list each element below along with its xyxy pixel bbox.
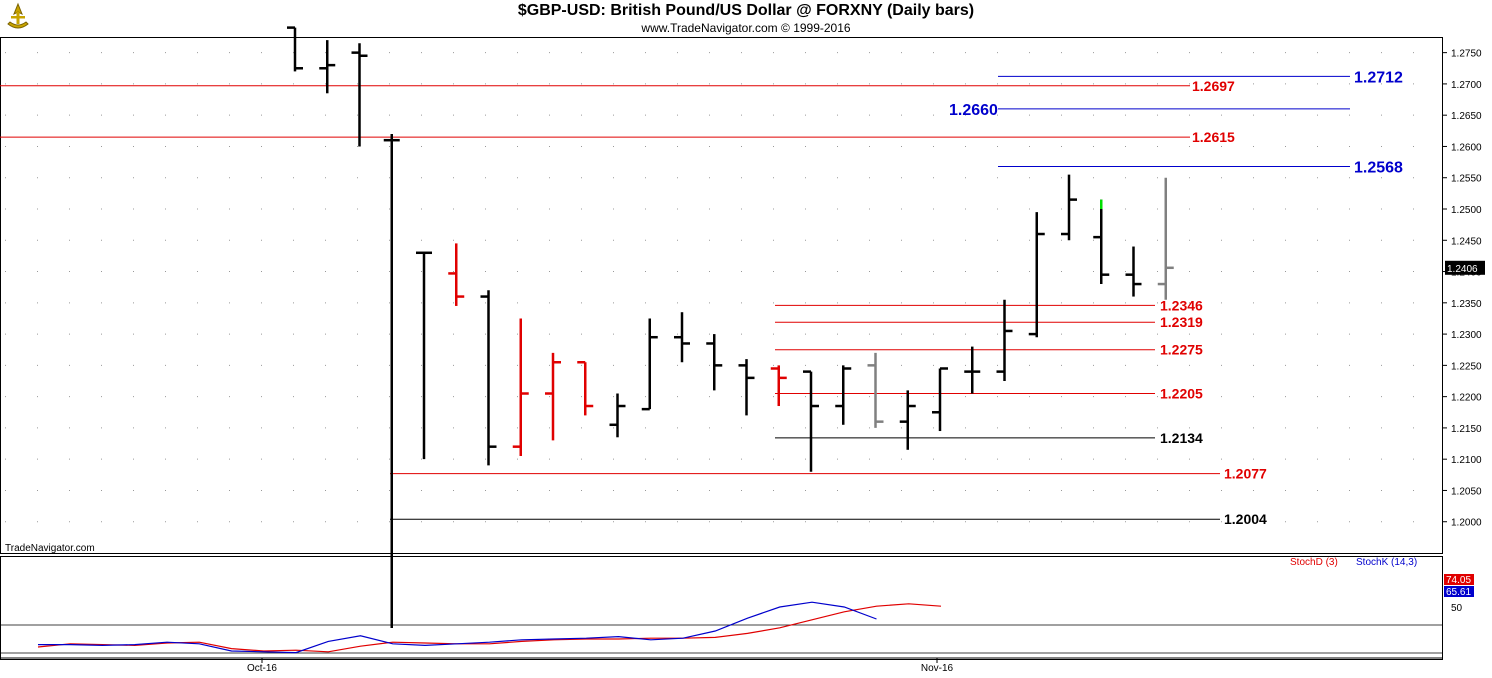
last-price-label: 1.2406 — [1447, 264, 1478, 275]
y-tick-label: 1.2150 — [1451, 424, 1482, 435]
stoch-k-line — [38, 601, 877, 654]
trade-navigator-logo-icon — [7, 2, 29, 29]
y-tick-label: 1.2100 — [1451, 455, 1482, 466]
ohlc-bar — [319, 40, 336, 94]
stoch-d-legend: StochD (3) — [1290, 557, 1338, 568]
level-label: 1.2346 — [1160, 297, 1203, 313]
y-tick-label: 1.2750 — [1451, 49, 1482, 60]
y-tick-label: 1.2550 — [1451, 174, 1482, 185]
ohlc-bar — [835, 365, 852, 425]
price-panel-frame — [0, 37, 1443, 554]
ohlc-bar — [609, 393, 626, 438]
ohlc-bar — [899, 390, 916, 450]
ohlc-bar — [996, 299, 1013, 381]
ohlc-bar — [1125, 246, 1142, 297]
chart-title: $GBP-USD: British Pound/US Dollar @ FORX… — [517, 2, 975, 19]
ohlc-bar — [641, 318, 658, 411]
level-label: 1.2004 — [1224, 511, 1267, 527]
watermark-text: TradeNavigator.com — [5, 543, 95, 554]
y-tick-label: 1.2300 — [1451, 330, 1482, 341]
ohlc-bar — [738, 359, 755, 416]
ohlc-bar — [674, 312, 690, 363]
y-tick-label: 1.2600 — [1451, 142, 1482, 153]
ohlc-bar — [1157, 177, 1174, 300]
stoch-d-value-box — [1444, 574, 1474, 585]
chart-header: $GBP-USD: British Pound/US Dollar @ FORX… — [0, 0, 1492, 36]
level-label: 1.2077 — [1224, 466, 1267, 482]
ohlc-bar — [383, 133, 400, 629]
stoch-y-tick-label: 50 — [1451, 603, 1463, 614]
ohlc-bar — [545, 352, 561, 441]
y-tick-label: 1.2500 — [1451, 205, 1482, 216]
ohlc-bar — [867, 352, 884, 428]
ohlc-bar — [448, 243, 465, 306]
target-label: 1.2660 — [949, 102, 998, 119]
ohlc-bar — [512, 318, 529, 457]
ohlc-bar — [287, 26, 303, 72]
ohlc-bar — [706, 334, 723, 391]
level-label: 1.2697 — [1192, 78, 1235, 94]
stoch-panel-frame — [0, 556, 1443, 660]
y-tick-label: 1.2250 — [1451, 361, 1482, 372]
ohlc-bar — [416, 251, 432, 460]
ohlc-bar — [1061, 174, 1077, 241]
last-price-box — [1445, 260, 1485, 275]
y-tick-label: 1.2650 — [1451, 111, 1482, 122]
level-label: 1.2205 — [1160, 386, 1203, 402]
ohlc-bar — [1093, 199, 1110, 285]
y-tick-label: 1.2700 — [1451, 80, 1482, 91]
target-label: 1.2568 — [1354, 159, 1403, 176]
level-label: 1.2615 — [1192, 129, 1235, 145]
ohlc-bar — [351, 43, 368, 147]
stoch-k-value: 65.61 — [1446, 587, 1471, 598]
y-tick-label: 1.2350 — [1451, 299, 1482, 310]
ohlc-bar — [480, 290, 497, 466]
chart-subtitle: www.TradeNavigator.com © 1999-2016 — [641, 21, 851, 35]
y-tick-label: 1.2450 — [1451, 236, 1482, 247]
ohlc-bar — [1028, 212, 1045, 338]
x-tick-label: Nov-16 — [921, 663, 954, 674]
y-tick-label: 1.2200 — [1451, 393, 1482, 404]
ohlc-bar — [770, 365, 787, 407]
stoch-k-value-box — [1444, 586, 1474, 597]
ohlc-bar — [803, 370, 819, 472]
stoch-d-line — [37, 603, 942, 653]
level-label: 1.2319 — [1160, 314, 1203, 330]
y-tick-label: 1.2050 — [1451, 486, 1482, 497]
target-label: 1.2712 — [1354, 69, 1403, 86]
ohlc-bar — [932, 367, 948, 432]
ohlc-bar — [964, 346, 981, 394]
level-label: 1.2134 — [1160, 430, 1203, 446]
stoch-d-value: 74.05 — [1446, 575, 1471, 586]
stoch-k-legend: StochK (14,3) — [1356, 557, 1417, 568]
x-tick-label: Oct-16 — [247, 663, 277, 674]
level-label: 1.2275 — [1160, 342, 1203, 358]
ohlc-bar — [577, 360, 594, 416]
y-tick-label: 1.2000 — [1451, 518, 1482, 529]
